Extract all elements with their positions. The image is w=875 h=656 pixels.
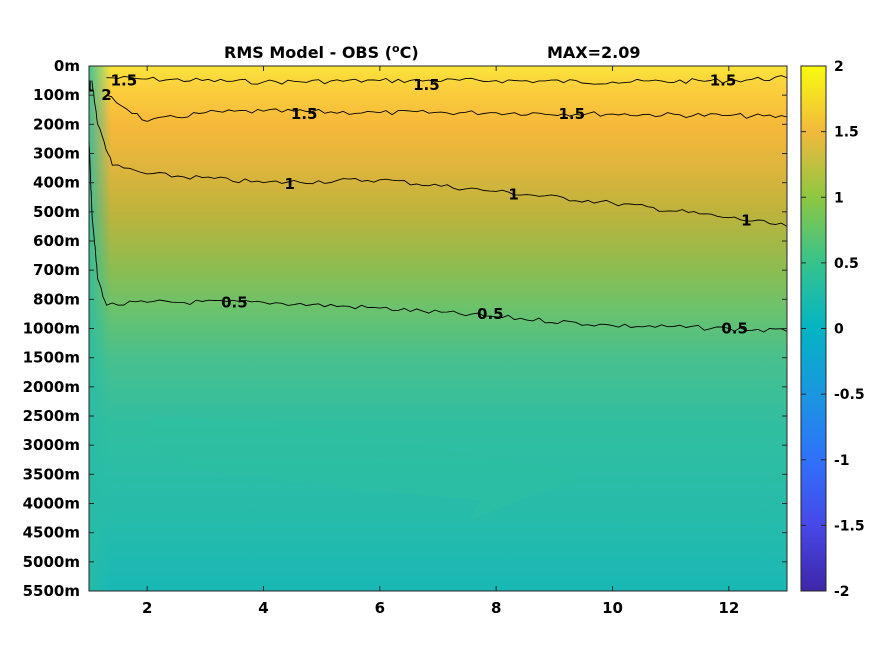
contour-label: 1 [741, 212, 751, 230]
colorbar-tick-label: -1 [834, 453, 850, 469]
colorbar-tick-label: -1.5 [834, 518, 865, 534]
contour-label: 1 [508, 185, 518, 203]
contour-label: 1.5 [558, 105, 585, 123]
contour-label: 2 [101, 86, 111, 104]
contour-label: 0.5 [221, 293, 248, 311]
contour-label: 1.5 [111, 72, 138, 90]
colorbar-tick-label: 0.5 [834, 256, 859, 272]
x-tick-label: 10 [602, 599, 623, 617]
y-tick-label: 0m [54, 57, 80, 75]
contour-line [106, 94, 787, 122]
contour-line [106, 75, 787, 85]
colorbar-tick-label: 1.5 [834, 125, 859, 141]
deep-plume [150, 415, 585, 520]
y-tick-label: 2000m [23, 378, 80, 396]
colorbar-ticks: 2 1.5 1 0.5 0 -0.5 -1 -1.5 -2 [801, 59, 865, 600]
y-tick-label: 3500m [23, 465, 80, 483]
y-tick-label: 400m [33, 174, 80, 192]
y-tick-label: 3000m [23, 436, 80, 454]
y-tick-label: 5500m [23, 582, 80, 600]
y-tick-label: 1500m [23, 349, 80, 367]
contour-label: 1.5 [710, 72, 737, 90]
y-tick-label: 500m [33, 203, 80, 221]
y-tick-label: 5000m [23, 553, 80, 571]
x-tick-label: 12 [718, 599, 739, 617]
contour-label: 1.5 [291, 105, 318, 123]
contour-lines [89, 75, 787, 333]
contour-label: 0.5 [721, 320, 748, 338]
x-tick-label: 6 [375, 599, 385, 617]
chart-max-label: MAX=2.09 [547, 43, 641, 62]
x-tick-label: 2 [142, 599, 152, 617]
x-tick-label: 4 [258, 599, 268, 617]
y-tick-label: 4500m [23, 524, 80, 542]
y-tick-label: 100m [33, 86, 80, 104]
colorbar-tick-label: -0.5 [834, 387, 865, 403]
colorbar: 2 1.5 1 0.5 0 -0.5 -1 -1.5 -2 [800, 59, 865, 600]
y-tick-label: 4000m [23, 495, 80, 513]
y-tick-label: 600m [33, 232, 80, 250]
y-tick-label: 1000m [23, 320, 80, 338]
y-tick-label: 800m [33, 290, 80, 308]
colorbar-tick-label: 0 [834, 322, 844, 338]
contour-label: 1 [84, 77, 94, 95]
left-edge-shading [89, 66, 111, 591]
y-tick-label: 300m [33, 145, 80, 163]
contour-label: 0.5 [477, 305, 504, 323]
colorbar-tick-label: -2 [834, 584, 850, 600]
colorbar-tick-label: 1 [834, 190, 844, 206]
colorbar-tick-label: 2 [834, 59, 844, 75]
y-tick-label: 2500m [23, 407, 80, 425]
contour-line [91, 80, 787, 227]
contour-label: 1 [284, 175, 294, 193]
contour-label: 1.5 [413, 76, 440, 94]
y-tick-label: 200m [33, 115, 80, 133]
y-axis: 0m 100m 200m 300m 400m 500m 600m 700m 800m 1000m 1… [23, 57, 787, 600]
y-tick-label: 700m [33, 261, 80, 279]
contour-line [89, 138, 787, 333]
x-tick-label: 8 [491, 599, 501, 617]
x-axis: 2 4 6 8 10 12 [142, 66, 739, 617]
heatmap-background [89, 66, 787, 591]
chart-title: RMS Model - OBS (oC) [224, 42, 419, 63]
